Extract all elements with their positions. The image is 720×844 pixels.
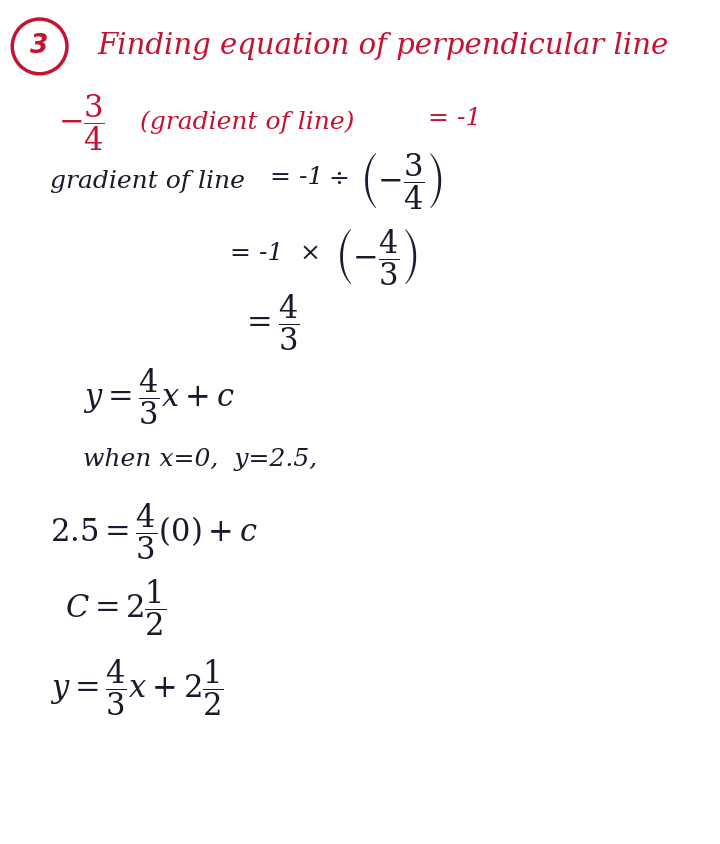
Text: when x=0,  y=2.5,: when x=0, y=2.5,: [83, 448, 317, 472]
Text: $C = 2\dfrac{1}{2}$: $C = 2\dfrac{1}{2}$: [65, 577, 166, 638]
Text: = -1: = -1: [230, 241, 284, 265]
Text: $\times$: $\times$: [299, 241, 318, 265]
Text: (gradient of line): (gradient of line): [140, 111, 355, 134]
Text: 3: 3: [30, 34, 49, 59]
Text: Finding equation of perpendicular line: Finding equation of perpendicular line: [97, 32, 668, 61]
Text: $y = \dfrac{4}{3}x + c$: $y = \dfrac{4}{3}x + c$: [83, 366, 234, 427]
Text: $2.5 = \dfrac{4}{3}(0) + c$: $2.5 = \dfrac{4}{3}(0) + c$: [50, 501, 258, 562]
Text: $= \dfrac{4}{3}$: $= \dfrac{4}{3}$: [241, 292, 300, 353]
Text: gradient of line: gradient of line: [50, 170, 246, 193]
Text: $\left(-\dfrac{4}{3}\right)$: $\left(-\dfrac{4}{3}\right)$: [335, 227, 418, 288]
Text: $y = \dfrac{4}{3}x + 2\dfrac{1}{2}$: $y = \dfrac{4}{3}x + 2\dfrac{1}{2}$: [50, 657, 224, 718]
Text: $-\dfrac{3}{4}$: $-\dfrac{3}{4}$: [58, 92, 104, 153]
Text: $\left(-\dfrac{3}{4}\right)$: $\left(-\dfrac{3}{4}\right)$: [360, 151, 443, 212]
Text: = -1: = -1: [270, 165, 323, 189]
Text: $\div$: $\div$: [328, 165, 348, 189]
Text: = -1: = -1: [428, 106, 482, 130]
